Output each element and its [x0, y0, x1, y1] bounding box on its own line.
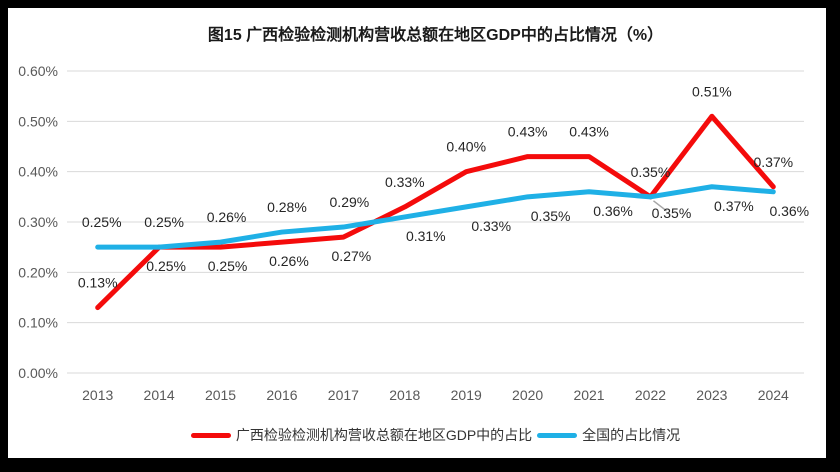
- y-axis-tick-label: 0.40%: [18, 164, 58, 180]
- x-axis-tick-label: 2014: [144, 387, 175, 403]
- legend-label-national: 全国的占比情况: [582, 427, 681, 443]
- series-line-guangxi: [95, 113, 776, 311]
- y-axis-tick-label: 0.50%: [18, 113, 58, 129]
- line-chart-canvas: 0.00% 0.10% 0.20% 0.30% 0.40% 0.50% 0.60% 2013 2…: [18, 63, 809, 403]
- series-line-national: [95, 184, 776, 250]
- data-label-national: 0.35%: [531, 208, 571, 224]
- y-axis-tick-label: 0.30%: [18, 214, 58, 230]
- data-label-national: 0.25%: [82, 214, 122, 230]
- data-label-national: 0.29%: [330, 194, 370, 210]
- x-axis-tick-label: 2019: [451, 387, 482, 403]
- chart-legend: 广西检验检测机构营收总额在地区GDP中的占比 全国的占比情况: [67, 425, 804, 445]
- data-label-guangxi: 0.40%: [446, 139, 486, 155]
- figure-frame: 图15 广西检验检测机构营收总额在地区GDP中的占比情况（%） 0.00% 0.1…: [8, 8, 826, 458]
- data-label-national: 0.37%: [714, 198, 754, 214]
- x-axis-tick-label: 2015: [205, 387, 236, 403]
- y-axis-tick-label: 0.60%: [18, 63, 58, 79]
- x-axis-tick-label: 2023: [696, 387, 727, 403]
- legend-label-guangxi: 广西检验检测机构营收总额在地区GDP中的占比: [235, 427, 533, 443]
- data-label-guangxi: 0.26%: [269, 253, 309, 269]
- x-axis-tick-label: 2024: [758, 387, 789, 403]
- data-label-guangxi: 0.27%: [332, 248, 372, 264]
- y-axis-tick-label: 0.10%: [18, 315, 58, 331]
- data-label-national: 0.33%: [471, 218, 511, 234]
- y-axis-tick-label: 0.20%: [18, 264, 58, 280]
- data-label-guangxi: 0.51%: [692, 83, 732, 99]
- data-label-national: 0.26%: [207, 209, 247, 225]
- data-label-guangxi: 0.37%: [753, 154, 793, 170]
- legend-item-guangxi: 广西检验检测机构营收总额在地区GDP中的占比: [190, 425, 533, 445]
- data-label-national: 0.36%: [769, 203, 809, 219]
- y-axis-tick-label: 0.00%: [18, 365, 58, 381]
- data-label-guangxi: 0.13%: [78, 275, 118, 291]
- legend-blue-line-icon: [537, 432, 578, 438]
- legend-red-line-icon: [190, 432, 231, 438]
- data-label-national: 0.35%: [652, 205, 692, 221]
- x-axis-tick-label: 2017: [328, 387, 359, 403]
- data-label-guangxi: 0.43%: [569, 124, 609, 140]
- data-label-guangxi: 0.25%: [146, 258, 186, 274]
- x-axis-tick-label: 2016: [266, 387, 297, 403]
- legend-item-national: 全国的占比情况: [537, 425, 680, 445]
- data-label-national: 0.31%: [406, 228, 446, 244]
- x-axis-tick-label: 2020: [512, 387, 543, 403]
- x-axis-tick-label: 2021: [573, 387, 604, 403]
- label-leader-line: [653, 200, 667, 212]
- x-axis-tick-label: 2018: [389, 387, 420, 403]
- data-label-guangxi: 0.43%: [508, 124, 548, 140]
- chart-title: 图15 广西检验检测机构营收总额在地区GDP中的占比情况（%）: [207, 27, 664, 44]
- x-axis-tick-label: 2022: [635, 387, 666, 403]
- data-label-national: 0.36%: [593, 203, 633, 219]
- x-axis-tick-label: 2013: [82, 387, 113, 403]
- data-label-national: 0.28%: [267, 199, 307, 215]
- data-label-national: 0.25%: [144, 214, 184, 230]
- data-label-guangxi: 0.33%: [385, 174, 425, 190]
- data-label-guangxi: 0.35%: [631, 164, 671, 180]
- data-label-guangxi: 0.25%: [208, 258, 248, 274]
